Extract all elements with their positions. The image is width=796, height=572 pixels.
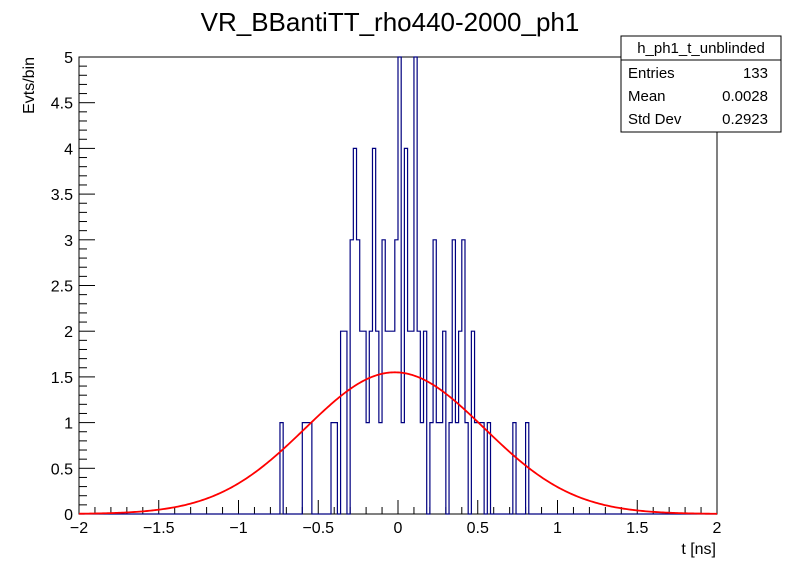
histogram-outline	[79, 56, 717, 515]
gaussian-fit-curve	[78, 371, 718, 515]
y-tick-label: 0.5	[51, 461, 73, 478]
stats-box: h_ph1_t_unblinded Entries 133 Mean 0.002…	[620, 35, 782, 133]
x-axis-label: t [ns]	[681, 541, 716, 558]
x-tick-label: 0	[394, 520, 403, 537]
x-tick-label: −1	[229, 520, 247, 537]
y-tick-label: 4.5	[51, 96, 73, 113]
y-tick-label: 5	[64, 50, 73, 67]
x-tick-label: 0.5	[467, 520, 489, 537]
stats-box-title: h_ph1_t_unblinded	[637, 40, 765, 57]
y-tick-label: 0	[64, 507, 73, 524]
stats-entries-value: 133	[743, 65, 768, 82]
stats-mean-value: 0.0028	[722, 88, 768, 105]
x-tick-label: −0.5	[302, 520, 334, 537]
stats-entries-label: Entries	[628, 65, 675, 82]
y-tick-label: 3	[64, 233, 73, 250]
plot-area: −2 −1.5 −1 −0.5 0 0.5 1 1.5 2 0 0.5 1 1.5 2 2.5 3 3.5 4 4…	[51, 50, 722, 537]
stats-box-border	[620, 35, 782, 133]
y-axis-tick-labels: 0 0.5 1 1.5 2 2.5 3 3.5 4 4.5 5	[51, 50, 73, 524]
y-axis-label: Evts/bin	[21, 57, 38, 114]
y-tick-label: 1	[64, 416, 73, 433]
stats-mean-label: Mean	[628, 88, 666, 105]
x-tick-label: −2	[70, 520, 88, 537]
y-tick-label: 3.5	[51, 187, 73, 204]
x-tick-label: 1	[553, 520, 562, 537]
x-tick-label: −1.5	[143, 520, 175, 537]
stats-stddev-label: Std Dev	[628, 111, 682, 128]
y-axis-ticks	[79, 56, 95, 515]
y-tick-label: 2	[64, 324, 73, 341]
y-tick-label: 2.5	[51, 279, 73, 296]
y-tick-label: 1.5	[51, 370, 73, 387]
stats-stddev-value: 0.2923	[722, 111, 768, 128]
chart-title: VR_BBantiTT_rho440-2000_ph1	[201, 7, 580, 37]
x-tick-label: 1.5	[626, 520, 648, 537]
x-axis-tick-labels: −2 −1.5 −1 −0.5 0 0.5 1 1.5 2	[70, 520, 722, 537]
x-tick-label: 2	[713, 520, 722, 537]
y-tick-label: 4	[64, 141, 73, 158]
